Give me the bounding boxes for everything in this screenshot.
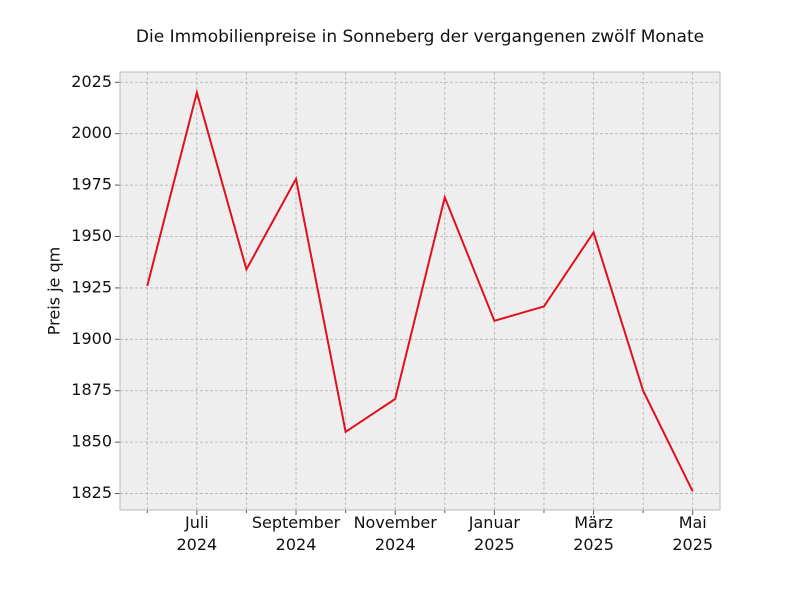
y-tick-label: 1900 xyxy=(71,329,112,348)
chart-title: Die Immobilienpreise in Sonneberg der ve… xyxy=(136,27,704,47)
plot-background xyxy=(120,72,720,510)
y-tick-label: 1850 xyxy=(71,432,112,451)
x-tick-label: März 2025 xyxy=(573,513,614,554)
y-tick-label: 1925 xyxy=(71,277,112,296)
y-tick-label: 1825 xyxy=(71,483,112,502)
y-tick-label: 2025 xyxy=(71,72,112,91)
line-series xyxy=(146,88,694,492)
x-tick-label: September 2024 xyxy=(251,513,341,554)
y-axis-label: Preis je qm xyxy=(45,247,64,335)
y-tick-label: 1875 xyxy=(71,380,112,399)
x-tick-label: Mai 2025 xyxy=(672,513,714,554)
y-tick-label: 1975 xyxy=(71,175,112,194)
y-tick-label: 2000 xyxy=(71,123,112,142)
y-tick-label: 1950 xyxy=(71,226,112,245)
x-tick-label: Juli 2024 xyxy=(176,513,218,554)
x-tick-label: November 2024 xyxy=(353,513,437,554)
plot-frame xyxy=(119,71,721,511)
x-tick-label: Januar 2025 xyxy=(468,513,520,554)
